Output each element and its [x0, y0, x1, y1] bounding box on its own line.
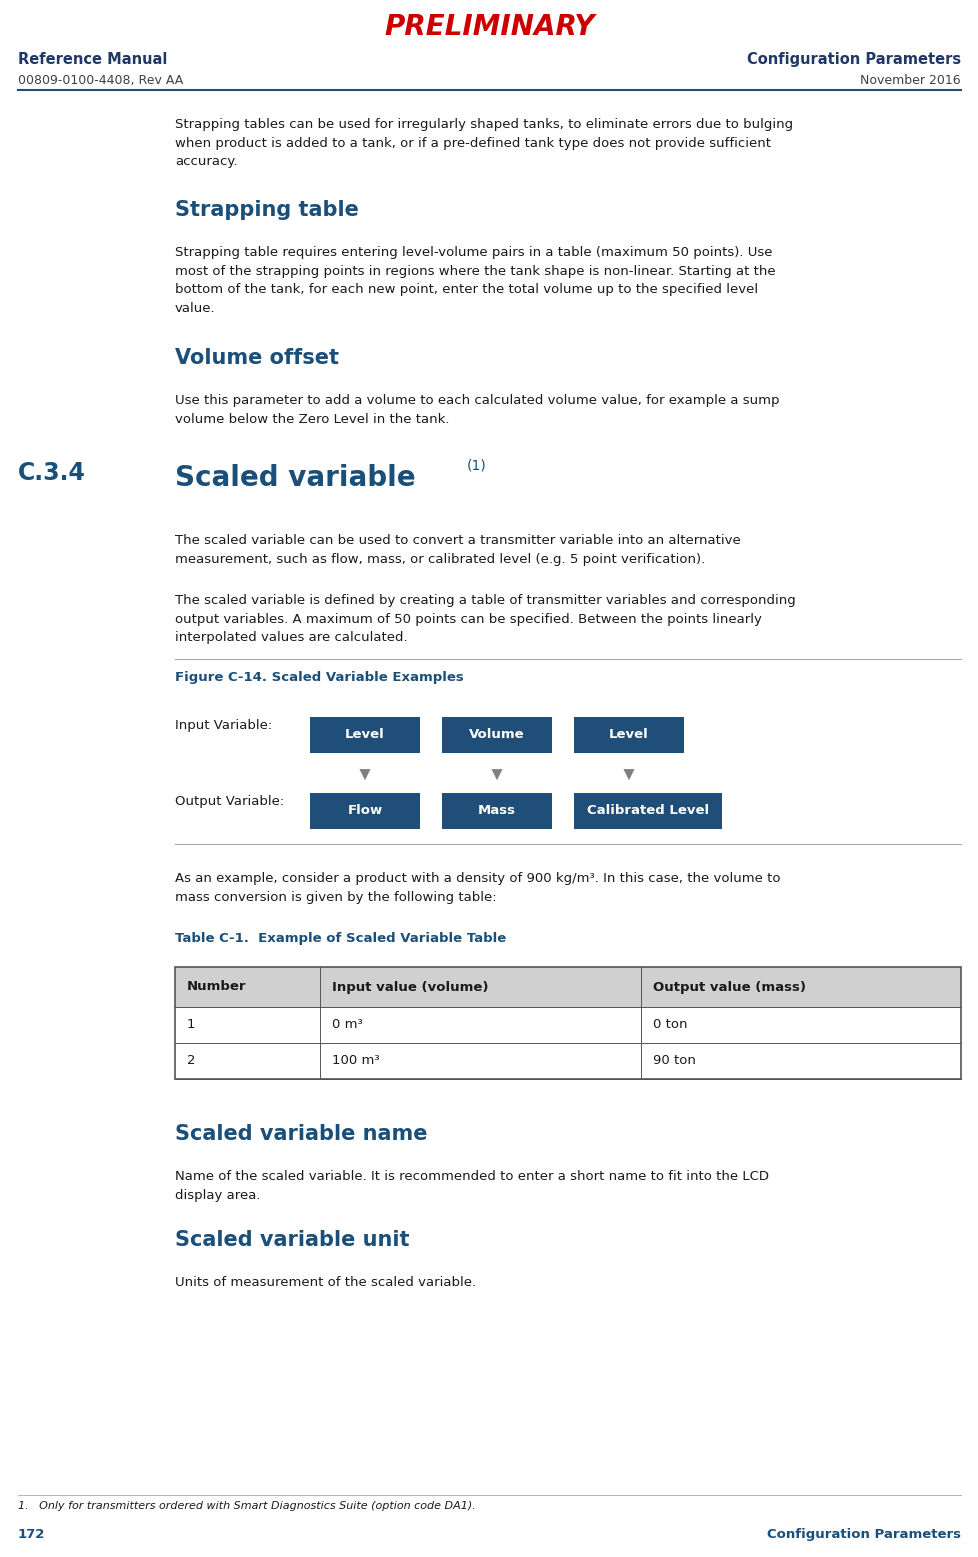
Text: Input value (volume): Input value (volume) — [333, 981, 488, 993]
Text: 0 m³: 0 m³ — [333, 1018, 363, 1031]
Text: 1.   Only for transmitters ordered with Smart Diagnostics Suite (option code DA1: 1. Only for transmitters ordered with Sm… — [18, 1501, 475, 1510]
Text: Output Variable:: Output Variable: — [175, 796, 284, 808]
FancyBboxPatch shape — [441, 793, 552, 828]
Text: Input Variable:: Input Variable: — [175, 719, 272, 732]
Text: Configuration Parameters: Configuration Parameters — [746, 51, 960, 67]
Text: Name of the scaled variable. It is recommended to enter a short name to fit into: Name of the scaled variable. It is recom… — [175, 1169, 768, 1202]
Text: Strapping tables can be used for irregularly shaped tanks, to eliminate errors d: Strapping tables can be used for irregul… — [175, 118, 792, 168]
FancyBboxPatch shape — [310, 718, 420, 754]
Text: Number: Number — [187, 981, 246, 993]
Text: Use this parameter to add a volume to each calculated volume value, for example : Use this parameter to add a volume to ea… — [175, 394, 778, 425]
Text: The scaled variable can be used to convert a transmitter variable into an altern: The scaled variable can be used to conve… — [175, 534, 740, 565]
Text: Output value (mass): Output value (mass) — [652, 981, 805, 993]
Text: Scaled variable unit: Scaled variable unit — [175, 1230, 409, 1250]
Text: Figure C-14. Scaled Variable Examples: Figure C-14. Scaled Variable Examples — [175, 671, 464, 684]
FancyBboxPatch shape — [573, 718, 684, 754]
Bar — [175, 967, 960, 1079]
Text: Level: Level — [608, 729, 648, 741]
Text: 90 ton: 90 ton — [652, 1054, 695, 1068]
Text: Scaled variable: Scaled variable — [175, 464, 416, 492]
Text: Strapping table requires entering level-volume pairs in a table (maximum 50 poin: Strapping table requires entering level-… — [175, 246, 775, 315]
Text: Table C-1.  Example of Scaled Variable Table: Table C-1. Example of Scaled Variable Ta… — [175, 933, 506, 945]
Text: Mass: Mass — [477, 805, 515, 817]
Text: 00809-0100-4408, Rev AA: 00809-0100-4408, Rev AA — [18, 75, 183, 87]
Bar — [175, 967, 960, 1007]
Text: Strapping table: Strapping table — [175, 199, 359, 220]
Text: Flow: Flow — [347, 805, 382, 817]
Text: Volume offset: Volume offset — [175, 349, 338, 367]
Text: 172: 172 — [18, 1527, 45, 1541]
Text: 2: 2 — [187, 1054, 196, 1068]
Text: Volume: Volume — [468, 729, 524, 741]
FancyBboxPatch shape — [441, 718, 552, 754]
Text: Units of measurement of the scaled variable.: Units of measurement of the scaled varia… — [175, 1277, 475, 1289]
Text: PRELIMINARY: PRELIMINARY — [383, 12, 595, 40]
Text: C.3.4: C.3.4 — [18, 461, 86, 484]
Text: Calibrated Level: Calibrated Level — [587, 805, 708, 817]
Text: Reference Manual: Reference Manual — [18, 51, 167, 67]
Text: The scaled variable is defined by creating a table of transmitter variables and : The scaled variable is defined by creati… — [175, 595, 795, 645]
Text: (1): (1) — [467, 458, 486, 472]
Text: As an example, consider a product with a density of 900 kg/m³. In this case, the: As an example, consider a product with a… — [175, 872, 779, 903]
Text: Scaled variable name: Scaled variable name — [175, 1124, 427, 1144]
FancyBboxPatch shape — [573, 793, 721, 828]
Text: Level: Level — [345, 729, 384, 741]
Text: Configuration Parameters: Configuration Parameters — [766, 1527, 960, 1541]
Text: 0 ton: 0 ton — [652, 1018, 687, 1031]
Text: 100 m³: 100 m³ — [333, 1054, 379, 1068]
FancyBboxPatch shape — [310, 793, 420, 828]
Text: 1: 1 — [187, 1018, 196, 1031]
Text: November 2016: November 2016 — [860, 75, 960, 87]
